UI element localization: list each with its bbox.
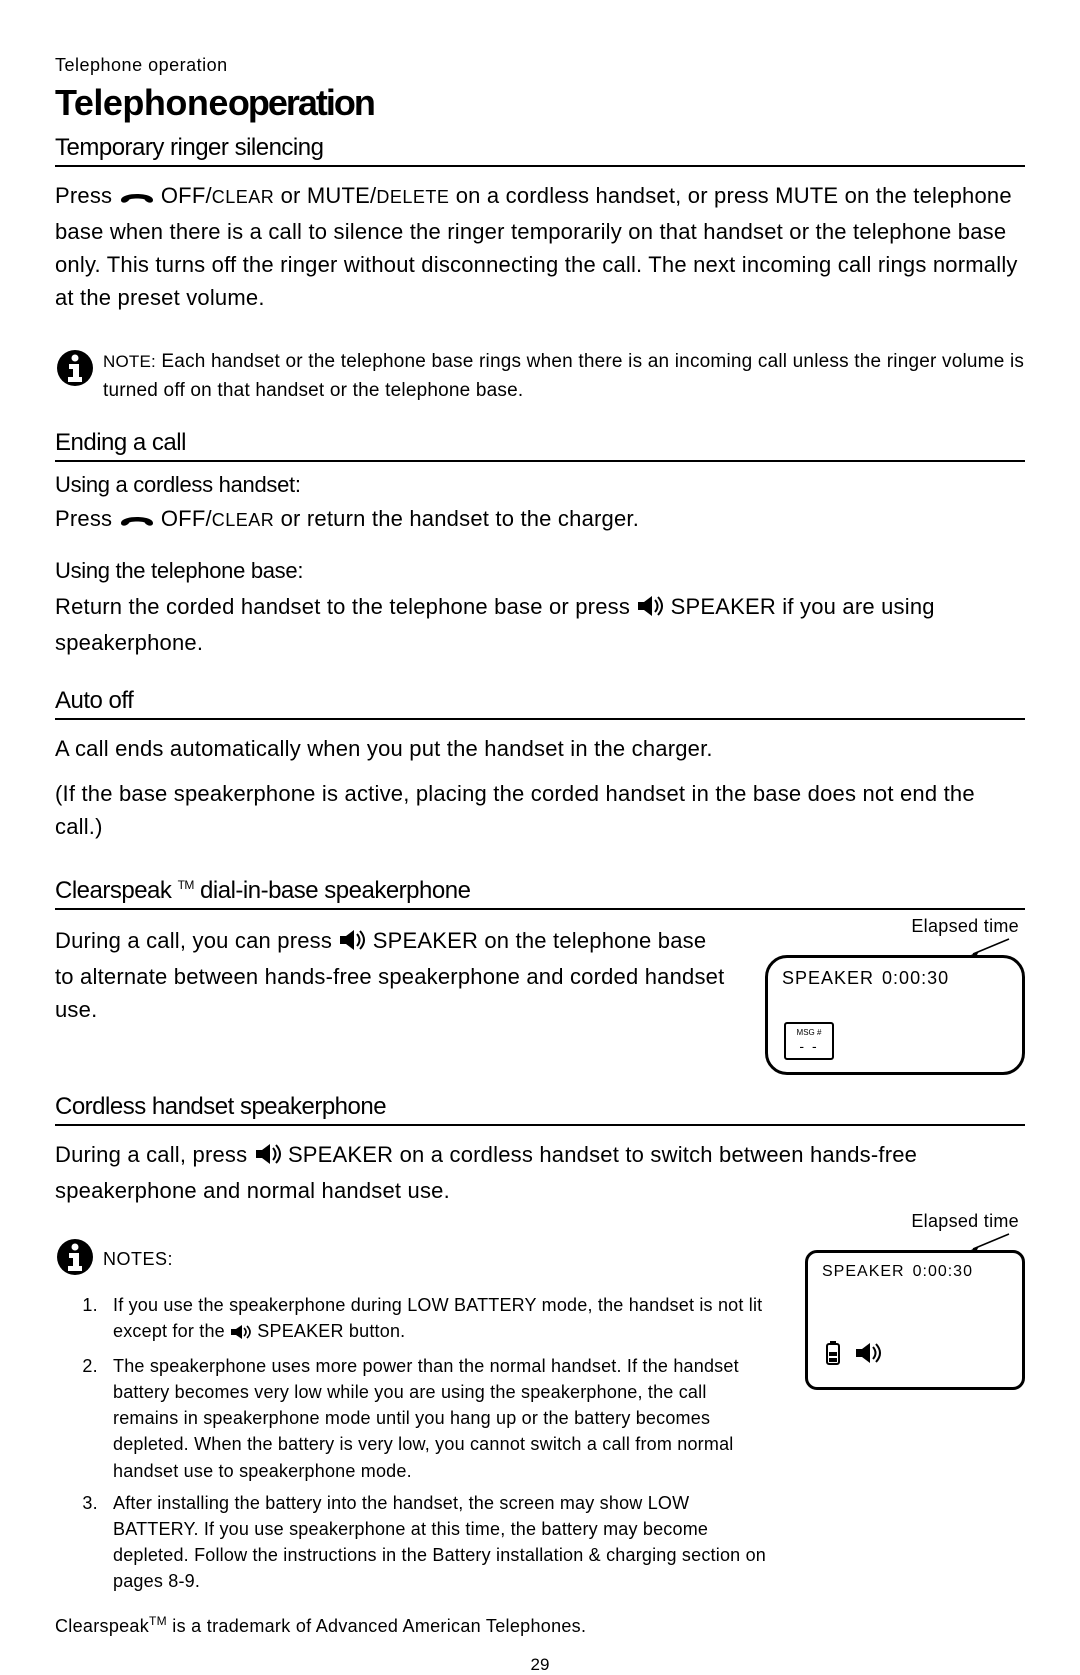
msg-indicator: MSG # - - xyxy=(784,1022,834,1060)
tm-symbol: TM xyxy=(178,878,194,892)
text: Clearspeak xyxy=(55,877,178,904)
subheading-base: Using the telephone base: xyxy=(55,558,1025,584)
screen-speaker-label: SPEAKER xyxy=(822,1263,905,1280)
device-screen-1: SPEAKER 0:00:30 MSG # - - xyxy=(765,955,1025,1075)
text: OFF/ xyxy=(161,506,212,531)
text: or xyxy=(274,183,307,208)
msg-label: MSG # xyxy=(786,1029,832,1037)
note-item: If you use the speakerphone during LOW B… xyxy=(103,1292,777,1347)
elapsed-label: Elapsed time xyxy=(765,916,1025,937)
page-title: Telephoneoperation xyxy=(55,82,1025,124)
screen1-group: Elapsed time SPEAKER 0:00:30 MSG # - - xyxy=(765,916,1025,1075)
screen-line: SPEAKER 0:00:30 xyxy=(822,1263,1008,1281)
screen-speaker-label: SPEAKER xyxy=(782,968,874,988)
page-number: 29 xyxy=(55,1655,1025,1675)
text: SPEAKER xyxy=(373,928,478,953)
para-cordless: During a call, press SPEAKER on a cordle… xyxy=(55,1138,1025,1207)
subheading-cordless: Using a cordless handset: xyxy=(55,472,1025,498)
elapsed-label: Elapsed time xyxy=(805,1211,1025,1232)
para-ending-cordless: Press OFF/CLEAR or return the handset to… xyxy=(55,502,1025,538)
speaker-icon xyxy=(230,1321,252,1347)
text: or return the handset to the charger. xyxy=(274,506,639,531)
text: SPEAKER xyxy=(671,594,776,619)
tm-symbol: TM xyxy=(149,1614,167,1628)
text: LOW BATTERY xyxy=(407,1295,536,1315)
para-ending-base: Return the corded handset to the telepho… xyxy=(55,590,1025,659)
note-block: NOTE: Each handset or the telephone base… xyxy=(55,348,1025,405)
text: Each handset or the telephone base rings… xyxy=(103,351,1024,401)
speaker-icon xyxy=(854,1342,882,1369)
hangup-icon xyxy=(119,505,155,538)
heading-temp-ringer: Temporary ringer silencing xyxy=(55,134,1025,167)
clearspeak-row: During a call, you can press SPEAKER on … xyxy=(55,920,1025,1075)
text: Return the corded handset to the telepho… xyxy=(55,594,636,619)
para-clearspeak: During a call, you can press SPEAKER on … xyxy=(55,924,731,1026)
text: is a trademark of Advanced American Tele… xyxy=(167,1616,586,1636)
page: Telephone operation Telephoneoperation T… xyxy=(0,0,1080,1665)
heading-auto-off: Auto off xyxy=(55,687,1025,720)
para-autooff-2: (If the base speakerphone is active, pla… xyxy=(55,777,1025,843)
text: SPEAKER xyxy=(257,1321,343,1341)
para-temp-ringer: Press OFF/CLEAR or MUTE/DELETE on a cord… xyxy=(55,179,1025,314)
msg-dashes: - - xyxy=(786,1039,832,1053)
device-screen-2: SPEAKER 0:00:30 xyxy=(805,1250,1025,1390)
speaker-icon xyxy=(636,593,664,626)
clearspeak-left: During a call, you can press SPEAKER on … xyxy=(55,920,731,1026)
text: After installing the battery into the ha… xyxy=(113,1493,648,1513)
text: CLEAR xyxy=(212,510,275,530)
note-item: After installing the battery into the ha… xyxy=(103,1490,777,1594)
text: CLEAR xyxy=(212,187,275,207)
arrow-icon xyxy=(965,939,1025,955)
note-text: NOTE: Each handset or the telephone base… xyxy=(103,348,1025,405)
battery-icon xyxy=(824,1340,842,1371)
para-autooff-1: A call ends automatically when you put t… xyxy=(55,732,1025,765)
text: MUTE xyxy=(775,183,838,208)
screen2-group: Elapsed time SPEAKER 0:00:30 xyxy=(805,1211,1025,1390)
arrow-icon xyxy=(965,1234,1025,1250)
text: dial-in-base speakerphone xyxy=(194,877,471,904)
text: on a cordless handset, or press xyxy=(449,183,775,208)
note-item: The speakerphone uses more power than th… xyxy=(103,1353,777,1483)
note-label: NOTE: xyxy=(103,352,156,371)
notes-label: NOTES: xyxy=(103,1249,173,1270)
breadcrumb: Telephone operation xyxy=(55,55,1025,76)
title-part2: operation xyxy=(228,82,374,123)
hangup-icon xyxy=(119,182,155,215)
text: During a call, you can press xyxy=(55,928,338,953)
speaker-icon xyxy=(338,927,366,960)
text: Clearspeak xyxy=(55,1616,149,1636)
text: Press xyxy=(55,183,119,208)
text: If you use the speakerphone during xyxy=(113,1295,407,1315)
info-icon xyxy=(55,348,95,393)
heading-clearspeak: Clearspeak TM dial-in-base speakerphone xyxy=(55,877,1025,910)
notes-list: If you use the speakerphone during LOW B… xyxy=(55,1292,777,1594)
screen-time: 0:00:30 xyxy=(882,968,949,988)
text: Battery installation & charging xyxy=(432,1545,676,1565)
text: button. xyxy=(344,1321,406,1341)
text: OFF/ xyxy=(161,183,212,208)
heading-ending-call: Ending a call xyxy=(55,429,1025,462)
trademark-line: ClearspeakTM is a trademark of Advanced … xyxy=(55,1614,1025,1637)
screen-time: 0:00:30 xyxy=(913,1263,973,1280)
screen-line: SPEAKER 0:00:30 xyxy=(782,968,1008,989)
heading-cordless-speakerphone: Cordless handset speakerphone xyxy=(55,1093,1025,1126)
text: Press xyxy=(55,506,119,531)
text: During a call, press xyxy=(55,1142,254,1167)
screen-icons xyxy=(824,1340,882,1371)
notes-title-row: NOTES: xyxy=(55,1237,777,1282)
title-part1: Telephone xyxy=(55,82,228,123)
speaker-icon xyxy=(254,1141,282,1174)
text: SPEAKER xyxy=(288,1142,393,1167)
text: DELETE xyxy=(376,187,449,207)
text: MUTE/ xyxy=(307,183,376,208)
info-icon xyxy=(55,1237,95,1282)
